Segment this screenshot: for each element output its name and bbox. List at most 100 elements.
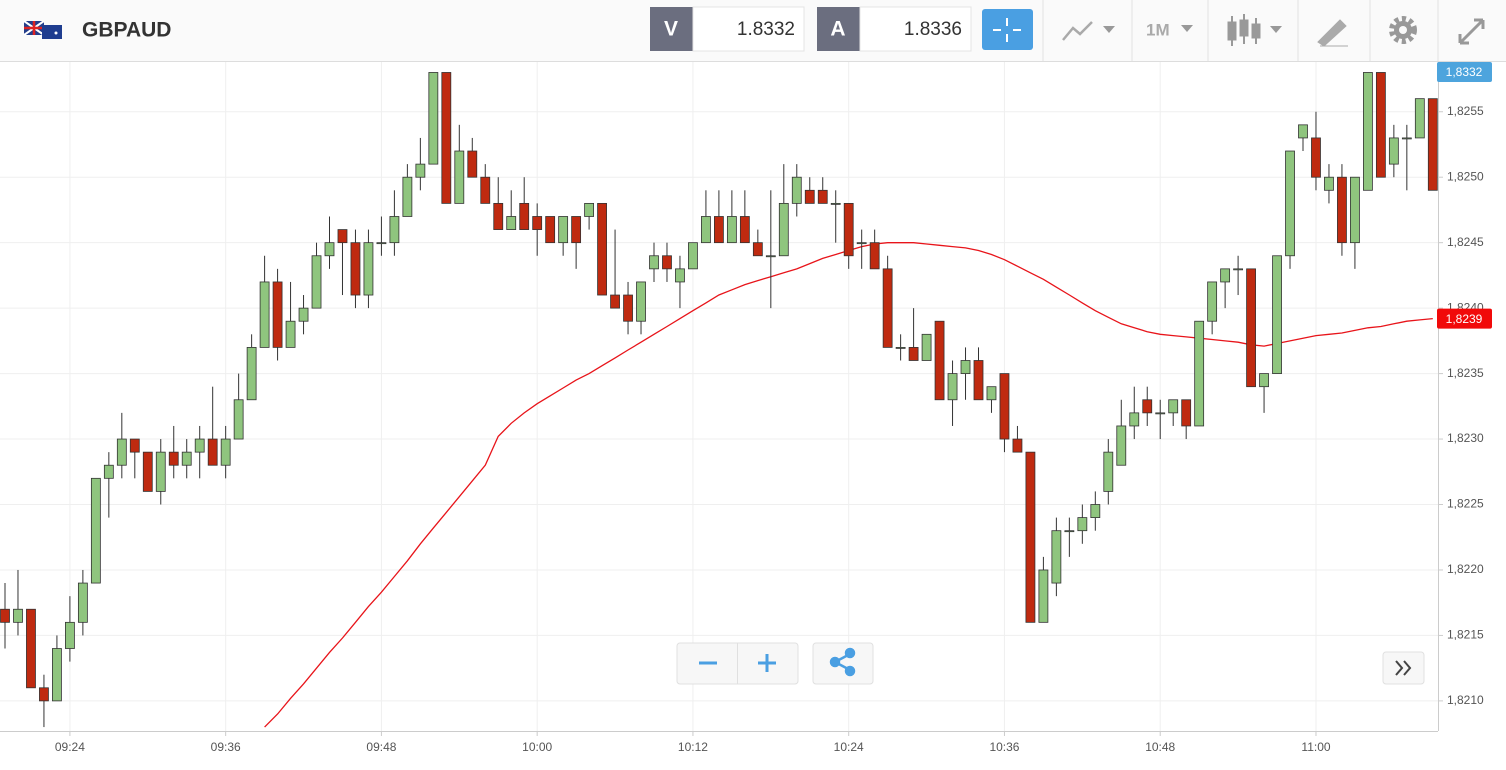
candle-body: [856, 242, 867, 245]
candle-body: [1168, 399, 1179, 414]
share-button[interactable]: [812, 642, 874, 685]
candle-body: [804, 189, 815, 204]
crosshair-button[interactable]: [982, 9, 1033, 50]
share-icon: [829, 647, 856, 677]
candle-body: [1051, 530, 1062, 584]
bid-box[interactable]: [692, 6, 805, 52]
zoom-in[interactable]: [758, 654, 776, 672]
y-tick-label: 1,8225: [1447, 497, 1484, 511]
y-tick-label: 1,8245: [1447, 235, 1484, 249]
candle-body: [869, 242, 880, 270]
fullscreen-button[interactable]: [1458, 18, 1485, 45]
candle-body: [597, 202, 607, 296]
ask-button[interactable]: [817, 7, 860, 51]
candle-body: [1103, 451, 1114, 492]
candle-body: [337, 229, 348, 244]
candle-body: [272, 281, 283, 348]
candle-body: [1388, 137, 1399, 165]
candle-body: [584, 202, 594, 217]
candle-body: [13, 608, 23, 623]
candle-body: [739, 216, 750, 244]
x-tick-label: 09:48: [366, 740, 396, 754]
crosshair-icon: [993, 18, 1021, 42]
candle-body: [233, 399, 244, 440]
candle-body: [65, 621, 75, 649]
candle-body: [921, 333, 932, 361]
candle-body: [1233, 268, 1243, 271]
ask-label: A: [830, 18, 845, 41]
candle-body: [1298, 124, 1308, 139]
candle-body: [1324, 176, 1334, 191]
candle-body: [480, 176, 491, 204]
candle-body: [402, 176, 413, 217]
chart-type-button[interactable]: [1227, 14, 1282, 46]
candle-body: [623, 294, 633, 322]
candle-body: [973, 360, 984, 401]
candle-body: [259, 281, 270, 348]
candle-body: [778, 202, 789, 257]
candle-body: [103, 464, 114, 479]
candle-body: [1311, 137, 1321, 178]
candle-body: [324, 242, 335, 257]
y-tick-label: 1,8250: [1447, 169, 1484, 183]
candle-body: [636, 281, 646, 322]
x-tick-label: 10:24: [834, 740, 864, 754]
timeframe-arrow: [1181, 25, 1193, 32]
candle-body: [571, 216, 582, 244]
candle-body: [1427, 98, 1438, 191]
candle-body: [1025, 451, 1036, 623]
candle-body: [532, 216, 543, 230]
y-tick-label: 1,8255: [1447, 104, 1484, 118]
ask-price: 1.8336: [904, 19, 962, 40]
candle-body: [116, 438, 127, 466]
candle-body: [1363, 72, 1373, 191]
candle-body: [1337, 176, 1347, 244]
ma-tag: 1,8239: [1446, 312, 1483, 326]
candle-body: [1272, 255, 1282, 374]
candle-body: [934, 320, 945, 401]
candle-body: [1129, 412, 1140, 427]
candle-body: [1401, 137, 1412, 140]
candle-body: [895, 347, 906, 349]
candle-body: [350, 242, 361, 296]
candle-body: [246, 347, 257, 401]
axis-labels: 1,8210 1,8215 1,8220 1,8225 1,8230 1,8235 1,82…: [55, 104, 1484, 754]
candle-body: [1038, 569, 1049, 623]
candle-body: [77, 582, 88, 623]
x-tick-label: 10:12: [678, 740, 708, 754]
candle-body: [493, 202, 504, 230]
candle-body: [947, 373, 958, 401]
candle-body: [363, 242, 374, 296]
candle-body: [752, 242, 763, 257]
indicator-button[interactable]: [1062, 21, 1115, 41]
candle-body: [467, 150, 478, 178]
ask-box[interactable]: [859, 6, 972, 52]
flag-icon: [23, 20, 62, 39]
candle-body: [1207, 281, 1218, 322]
bid-button[interactable]: [650, 7, 693, 51]
candle-body: [1090, 504, 1101, 519]
settings-button[interactable]: [1389, 16, 1417, 44]
candle-body: [1220, 268, 1231, 283]
toolbar-separators: [1042, 0, 1439, 61]
candle-body: [155, 451, 166, 492]
candle-body: [1181, 399, 1192, 427]
x-tick-label: 09:36: [211, 740, 241, 754]
draw-button[interactable]: [1317, 19, 1348, 47]
timeframe[interactable]: 1M: [1146, 20, 1170, 39]
candle-body: [90, 477, 101, 584]
scroll-end-button[interactable]: [1382, 651, 1425, 685]
symbol: GBPAUD: [82, 19, 171, 42]
x-tick-label: 10:00: [522, 740, 552, 754]
x-tick-label: 10:48: [1145, 740, 1175, 754]
candle-body: [454, 150, 465, 204]
candle-body: [765, 255, 776, 258]
candle-body: [519, 202, 530, 230]
candle-body: [428, 72, 439, 165]
candle-body: [662, 255, 672, 270]
candle-body: [441, 72, 452, 204]
candle-body: [1142, 399, 1153, 414]
candle-body: [830, 202, 841, 205]
candle-body: [1350, 176, 1360, 244]
